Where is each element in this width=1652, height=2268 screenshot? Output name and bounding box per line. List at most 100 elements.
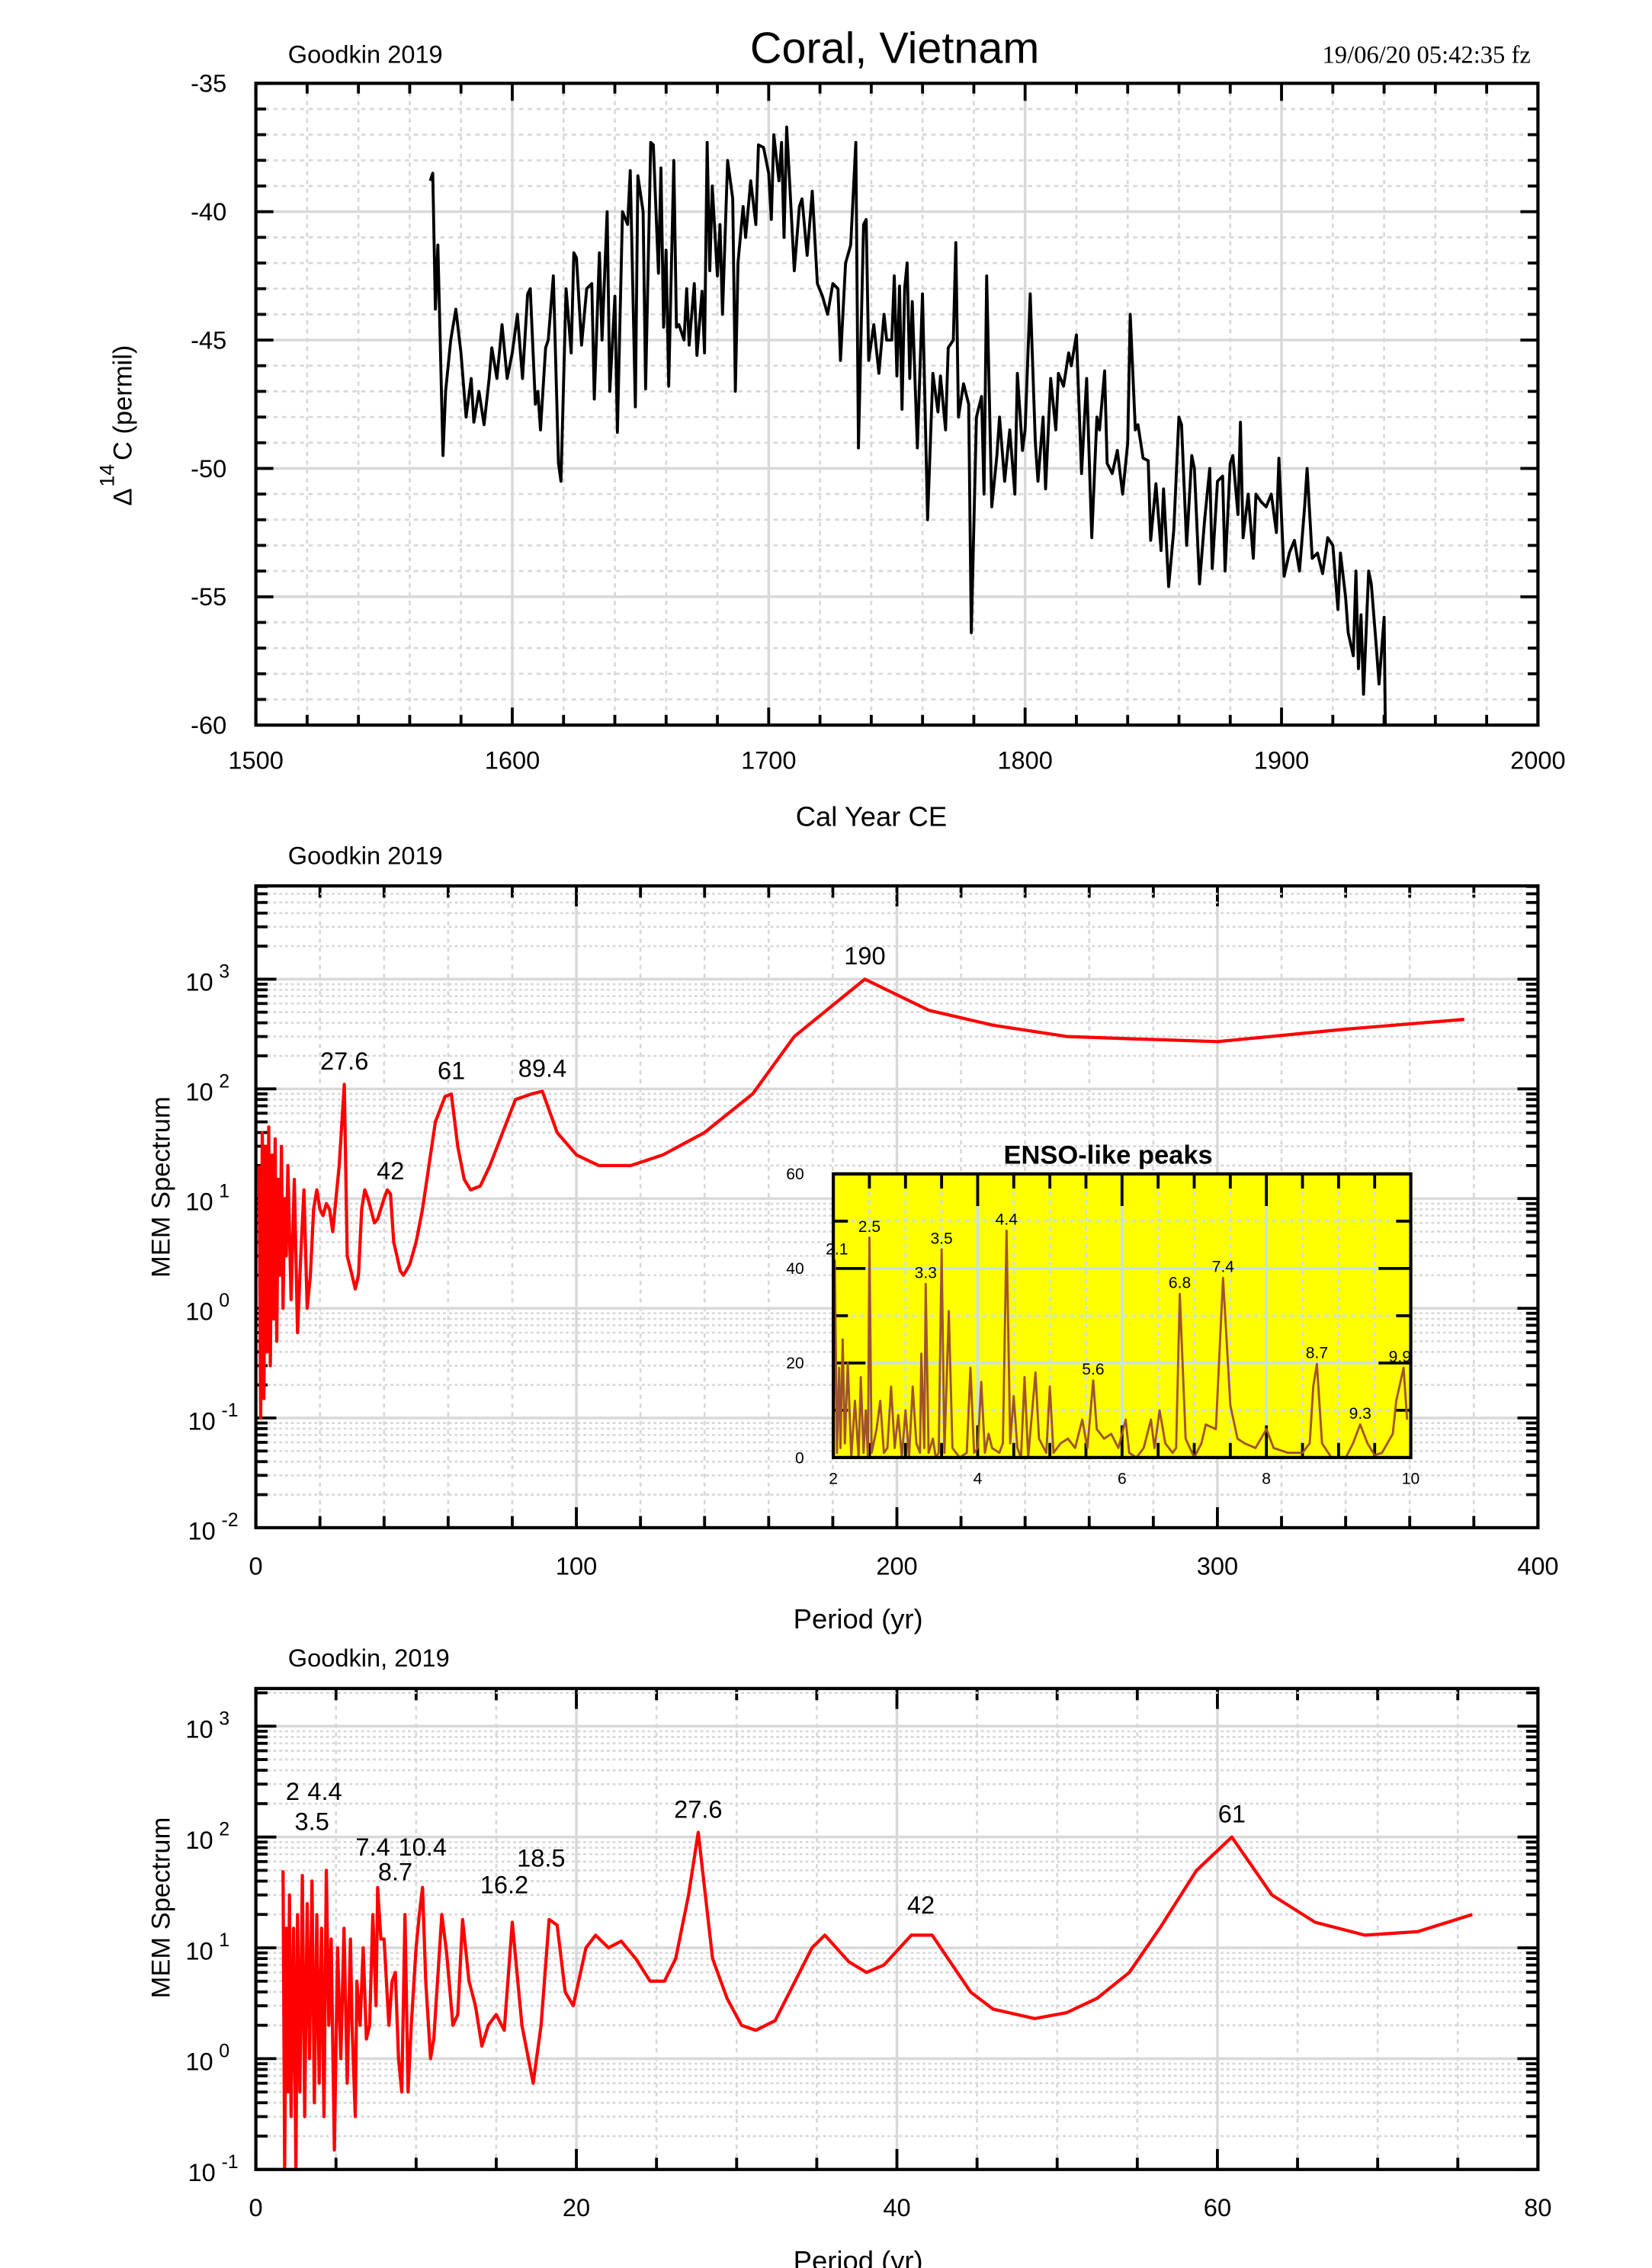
y-tick-base: 10 — [188, 2158, 216, 2186]
peak-label: 18.5 — [517, 1843, 565, 1872]
x-tick-label: 8 — [1262, 1470, 1271, 1487]
y-tick-base: 10 — [185, 1826, 213, 1854]
peak-label: 27.6 — [320, 1047, 368, 1075]
y-tick-label: -50 — [191, 454, 226, 483]
radiocarbon-panel: 1500 1600 1700 1800 1900 2000 -35 -40 -45 -50 -55 -… — [191, 69, 1565, 775]
y-tick-label: -40 — [191, 197, 226, 226]
y-tick-label: 10 1 — [185, 1930, 229, 1965]
y-tick-exponent: 1 — [219, 1180, 229, 1201]
y-tick-base: 10 — [188, 1407, 216, 1435]
p1-ylabel-rest: C (permil) — [109, 345, 138, 460]
x-tick-label: 20 — [563, 2193, 590, 2221]
header-source: Goodkin 2019 — [288, 40, 443, 68]
peak-label: 4.4 — [307, 1777, 342, 1805]
data-series-line — [281, 1830, 1473, 2171]
y-tick-label: 20 — [786, 1355, 804, 1372]
y-tick-label: 40 — [786, 1260, 804, 1278]
y-tick-exponent: 2 — [219, 1819, 229, 1840]
p1-ylabel: Δ 14 C (permil) — [96, 345, 138, 506]
peak-label: 3.5 — [930, 1230, 952, 1247]
x-tick-label: 1600 — [485, 746, 540, 775]
x-tick-label: 400 — [1517, 1551, 1558, 1580]
peak-label: 8.7 — [1306, 1344, 1328, 1362]
peak-label: 9.3 — [1349, 1405, 1371, 1423]
x-tick-label: 200 — [876, 1551, 917, 1580]
x-tick-label: 1800 — [997, 746, 1052, 775]
peak-label: 10.4 — [399, 1833, 447, 1861]
peak-label: 3.3 — [915, 1265, 937, 1282]
y-tick-exponent: 1 — [219, 1930, 229, 1951]
data-series-line — [428, 125, 1387, 726]
peak-label: 16.2 — [480, 1870, 528, 1898]
x-tick-label: 80 — [1524, 2193, 1551, 2221]
data-series-line — [832, 1229, 1409, 1459]
y-tick-label: 10 -1 — [188, 2151, 239, 2186]
p1-ylabel-sup: 14 — [96, 464, 119, 487]
inset-title: ENSO-like peaks — [1003, 1140, 1212, 1169]
y-tick-label: 10 0 — [185, 2040, 229, 2075]
x-tick-label: 2 — [829, 1470, 838, 1487]
peak-label: 27.6 — [674, 1795, 722, 1823]
plot-frame — [831, 1172, 1413, 1459]
peak-label: 5.6 — [1082, 1361, 1104, 1378]
y-tick-exponent: 3 — [219, 961, 229, 982]
x-tick-label: 0 — [249, 1551, 263, 1580]
y-tick-label: 0 — [795, 1449, 804, 1467]
y-tick-base: 10 — [185, 1297, 213, 1325]
peak-label: 61 — [438, 1057, 465, 1085]
x-tick-label: 40 — [883, 2193, 910, 2221]
x-tick-label: 1700 — [741, 746, 796, 775]
x-tick-label: 4 — [974, 1470, 983, 1487]
y-tick-base: 10 — [185, 1936, 213, 1965]
y-tick-exponent: -2 — [221, 1509, 238, 1531]
y-tick-label: 10 3 — [185, 1708, 229, 1743]
x-tick-label: 10 — [1402, 1470, 1419, 1487]
y-tick-label: 10 1 — [185, 1180, 229, 1215]
x-tick-label: 2000 — [1510, 746, 1565, 775]
peak-label: 7.4 — [1212, 1259, 1235, 1276]
p1-ylabel-delta: Δ — [109, 488, 138, 505]
peak-label: 2.5 — [858, 1218, 881, 1236]
enso-inset: 2 4 6 8 10 0 20 40 60 2.1 2.5 3.3 3.5 4.4 5.6 6.8 7.4 8.7… — [786, 1166, 1419, 1487]
p3-xlabel: Period (yr) — [794, 2245, 923, 2268]
p1-xlabel: Cal Year CE — [796, 800, 947, 832]
x-tick-label: 6 — [1118, 1470, 1127, 1487]
x-tick-label: 100 — [556, 1551, 597, 1580]
peak-label: 7.4 — [355, 1833, 390, 1861]
y-tick-base: 10 — [185, 1715, 213, 1744]
y-tick-label: 10 -2 — [188, 1509, 239, 1545]
peak-label: 89.4 — [518, 1054, 566, 1082]
p2-title: Goodkin 2019 — [288, 841, 443, 869]
y-tick-label: -55 — [191, 582, 226, 611]
p3-title: Goodkin, 2019 — [288, 1644, 450, 1672]
y-tick-exponent: 3 — [219, 1708, 229, 1729]
peak-label: 190 — [844, 942, 885, 970]
p2-xlabel: Period (yr) — [794, 1603, 923, 1634]
x-tick-label: 1900 — [1254, 746, 1309, 775]
peak-label: 6.8 — [1169, 1275, 1191, 1292]
timestamp: 19/06/20 05:42:35 fz — [1323, 41, 1531, 69]
y-tick-exponent: 0 — [219, 2040, 229, 2061]
y-tick-label: 10 0 — [185, 1290, 229, 1325]
data-series-line — [257, 977, 1464, 1420]
peak-label: 42 — [907, 1891, 935, 1919]
y-tick-base: 10 — [185, 1078, 213, 1106]
peak-label: 4.4 — [996, 1211, 1018, 1229]
p3-ylabel: MEM Spectrum — [146, 1817, 175, 1999]
x-tick-label: 60 — [1204, 2193, 1231, 2221]
y-tick-exponent: -1 — [221, 2151, 238, 2173]
y-tick-base: 10 — [185, 2048, 213, 2076]
peak-label: 2 — [286, 1777, 300, 1805]
y-tick-label: -60 — [191, 711, 226, 739]
x-tick-label: 0 — [249, 2193, 263, 2221]
y-tick-label: 10 -1 — [188, 1400, 239, 1435]
y-tick-label: -35 — [191, 69, 226, 98]
y-tick-base: 10 — [185, 1188, 213, 1216]
figure-title: Coral, Vietnam — [750, 24, 1039, 72]
peak-label: 2.1 — [826, 1241, 848, 1259]
p2-ylabel: MEM Spectrum — [146, 1096, 175, 1278]
y-tick-label: 10 2 — [185, 1070, 229, 1105]
plot-frame — [254, 884, 1540, 1530]
